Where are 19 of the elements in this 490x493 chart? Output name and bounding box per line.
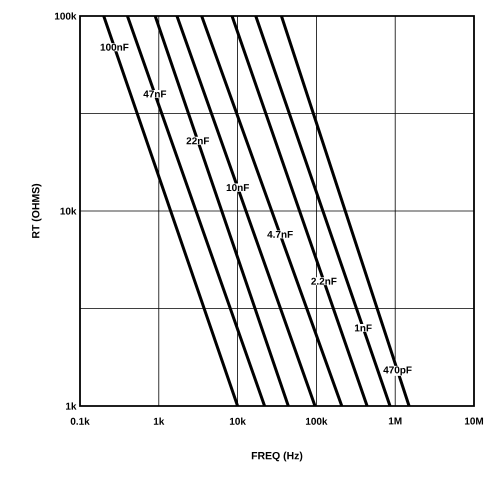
y-axis-title: RT (OHMS) xyxy=(32,184,42,238)
x-tick-label: 100k xyxy=(306,418,328,425)
x-tick-label: 10M xyxy=(464,418,484,425)
y-tick-label: 1k xyxy=(66,402,76,410)
series-label: 22nF xyxy=(186,137,210,144)
y-tick-label: 100k xyxy=(54,12,76,20)
series-label: 2.2nF xyxy=(311,278,337,285)
series-label: 1nF xyxy=(354,324,372,332)
x-tick-label: 10k xyxy=(230,418,246,425)
x-tick-label: 1k xyxy=(154,418,164,425)
x-tick-label: 1M xyxy=(388,418,402,424)
series-label: 100nF xyxy=(100,44,128,51)
x-axis-title: FREQ (Hz) xyxy=(252,452,302,462)
series-label: 47nF xyxy=(143,90,166,98)
y-tick-label: 10k xyxy=(60,207,76,215)
series-label: 470pF xyxy=(383,366,412,376)
series-label: 10nF xyxy=(226,184,249,192)
x-tick-label: 0.1k xyxy=(70,418,90,425)
series-label: 4.7nF xyxy=(267,230,293,238)
